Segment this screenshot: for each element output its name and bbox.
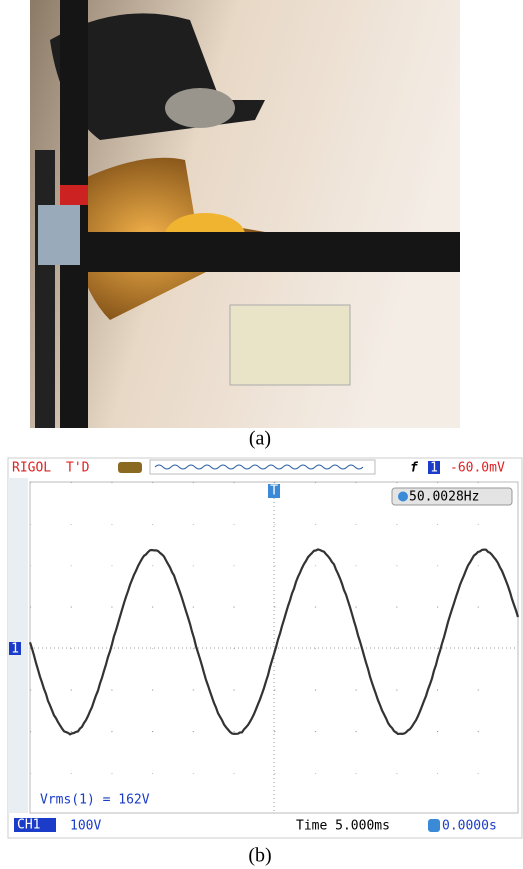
freq-icon [398,492,408,502]
pole-left [35,150,55,428]
terminal-block [38,205,80,265]
trigger-marker: T [270,484,278,499]
photo [30,0,460,428]
trigger-edge: f [410,461,419,476]
channel-scale: 100V [70,819,101,834]
panel-label: (b) [248,845,271,867]
lamp-bulb [165,88,235,128]
scope: RIGOL T'D f 1 -60.0mV T 50.0028Hz 1 Vrms… [8,458,522,838]
frequency: 50.0028Hz [409,490,479,505]
panel-label: (a) [249,428,271,450]
tape [60,185,88,205]
channel-marker: 1 [11,642,19,657]
offset-icon [428,819,440,832]
measurement: Vrms(1) = 162V [40,793,150,808]
crossbar [85,232,460,272]
trigger-level: -60.0mV [450,461,505,476]
junction-box [230,305,350,385]
trigger-source: 1 [430,461,438,476]
trigger-offset: 0.0000s [442,819,497,834]
brand: RIGOL [12,461,51,476]
page: (a) RIGOL T'D f 1 -60.0mV T 50.0028Hz 1 … [0,0,523,869]
timeline [150,460,375,474]
mode: T'D [66,461,90,476]
figure: (a) RIGOL T'D f 1 -60.0mV T 50.0028Hz 1 … [0,0,523,869]
memory-icon [118,462,142,473]
timebase: Time 5.000ms [296,819,390,834]
channel: CH1 [17,818,40,833]
